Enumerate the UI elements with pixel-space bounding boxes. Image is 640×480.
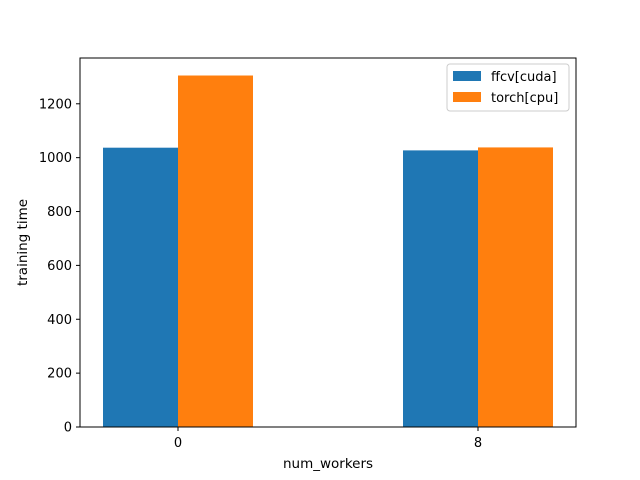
y-tick-label: 200 [47,367,72,382]
bar-torch-cpu-0 [178,75,253,428]
legend-label: torch[cpu] [491,91,558,106]
x-axis-label: num_workers [283,456,373,472]
y-tick-label: 1200 [39,97,72,112]
legend-swatch [453,71,481,81]
x-tick-label: 0 [174,436,182,451]
x-tick-label: 8 [474,436,482,451]
y-tick-label: 0 [64,421,72,436]
legend-label: ffcv[cuda] [491,70,557,85]
y-tick-label: 600 [47,259,72,274]
legend-swatch [453,92,481,102]
y-axis-label: training time [15,199,31,286]
y-tick-label: 800 [47,205,72,220]
y-tick-label: 1000 [39,151,72,166]
bar-torch-cpu-8 [478,147,553,428]
bar-ffcv-cuda-0 [103,147,178,428]
bar-ffcv-cuda-8 [403,150,478,427]
plot-frame [79,57,577,428]
y-tick-label: 400 [47,313,72,328]
y-axis: 0 200 400 600 800 1000 1200 [39,97,80,436]
bars-group [103,75,553,428]
legend: ffcv[cuda] torch[cpu] [446,63,570,112]
